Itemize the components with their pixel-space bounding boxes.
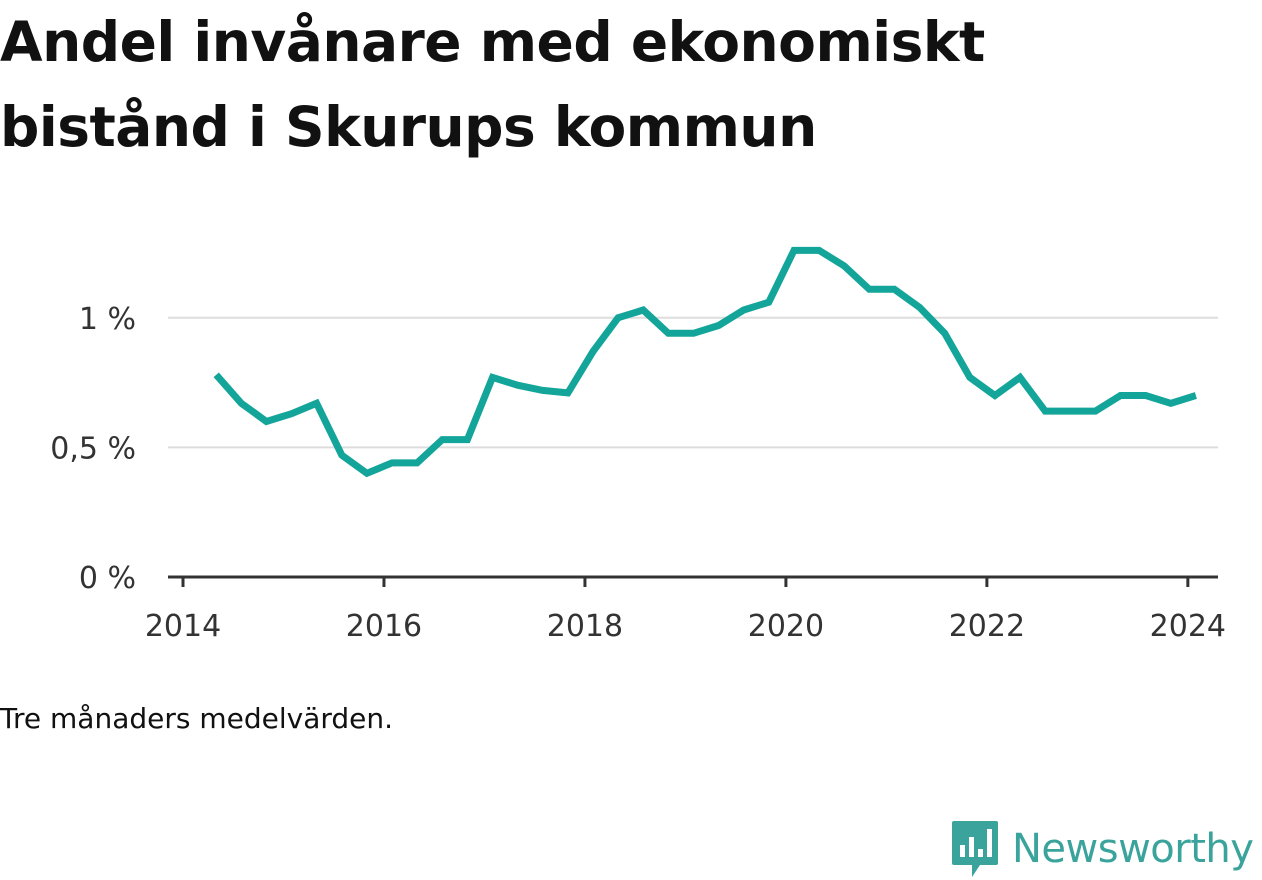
x-tick-label: 2018	[547, 609, 623, 644]
brand-logo: Newsworthy	[950, 818, 1254, 880]
gridlines	[168, 316, 1218, 449]
series-layer	[213, 246, 1197, 478]
chart-title: Andel invånare med ekonomiskt bistånd i …	[0, 10, 985, 159]
y-tick-label: 0,5 %	[50, 431, 136, 466]
x-tick-label: 2020	[748, 609, 824, 644]
x-tick-label: 2024	[1150, 609, 1226, 644]
x-tick-label: 2016	[346, 609, 422, 644]
x-axis: 2014 2016 2018 2020 2022 2024	[145, 575, 1226, 644]
chart-caption: Tre månaders medelvärden.	[0, 702, 394, 735]
line-chart: 0 % 0,5 % 1 % 2014 2016 2018 2020 2022 2024	[50, 246, 1226, 644]
x-tick-label: 2014	[145, 609, 221, 644]
brand-name: Newsworthy	[1012, 826, 1254, 872]
x-tick-label: 2022	[949, 609, 1025, 644]
y-tick-label: 0 %	[79, 561, 136, 596]
series-line	[213, 246, 1197, 478]
newsworthy-logo-icon	[952, 821, 998, 877]
y-tick-label: 1 %	[79, 302, 136, 337]
y-axis: 0 % 0,5 % 1 %	[50, 302, 136, 596]
